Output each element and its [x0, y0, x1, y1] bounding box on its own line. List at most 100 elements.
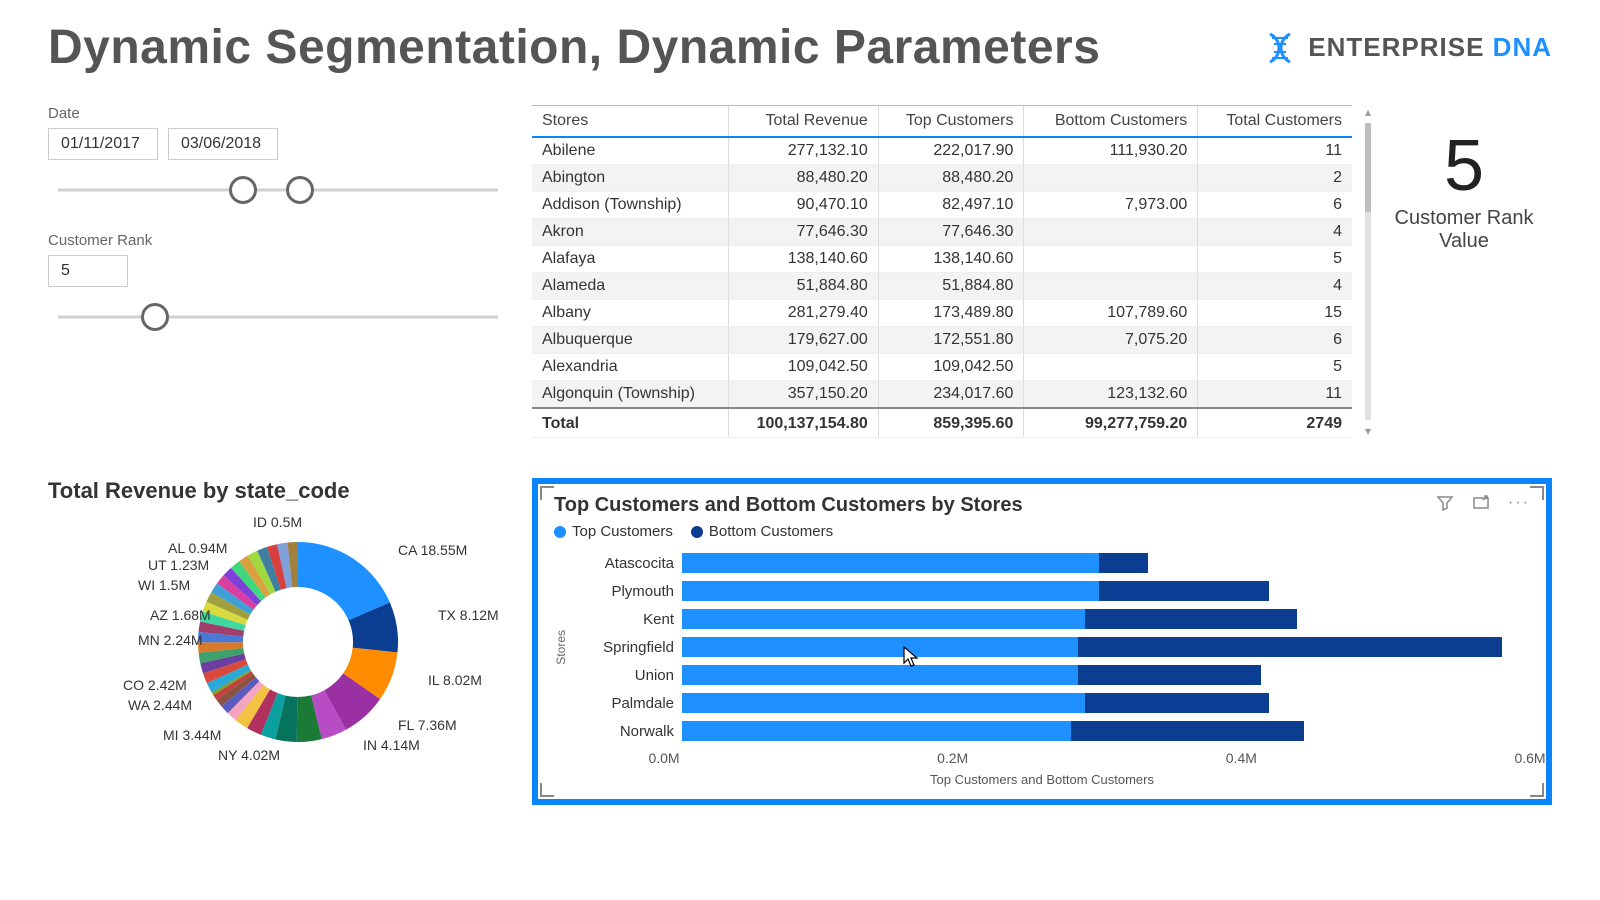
donut-label: CO 2.42M	[123, 677, 187, 693]
table-cell: 5	[1198, 246, 1352, 273]
date-slicer-label: Date	[48, 105, 508, 122]
bar-segment-bottom[interactable]	[1071, 721, 1304, 741]
bar-segment-top[interactable]	[682, 553, 1099, 573]
bar-category-label: Palmdale	[572, 695, 682, 712]
bar-row[interactable]: Plymouth	[572, 578, 1530, 604]
donut-label: IL 8.02M	[428, 672, 482, 688]
table-cell: 11	[1198, 137, 1352, 165]
date-slider-handle-end[interactable]	[286, 176, 314, 204]
rank-slicer-label: Customer Rank	[48, 232, 508, 249]
bar-row[interactable]: Springfield	[572, 634, 1530, 660]
date-slider-track[interactable]	[58, 178, 498, 202]
bar-segment-top[interactable]	[682, 665, 1078, 685]
table-total-cell: Total	[532, 408, 729, 438]
bar-segment-top[interactable]	[682, 637, 1078, 657]
table-row[interactable]: Addison (Township)90,470.1082,497.107,97…	[532, 192, 1352, 219]
donut-label: ID 0.5M	[253, 514, 302, 530]
table-cell: Algonquin (Township)	[532, 381, 729, 409]
x-axis-tick: 0.2M	[937, 750, 968, 766]
bar-segment-bottom[interactable]	[1078, 637, 1502, 657]
table-row[interactable]: Algonquin (Township)357,150.20234,017.60…	[532, 381, 1352, 409]
table-total-cell: 2749	[1198, 408, 1352, 438]
date-from-input[interactable]: 01/11/2017	[48, 128, 158, 160]
table-cell: 5	[1198, 354, 1352, 381]
bar-segment-top[interactable]	[682, 721, 1071, 741]
scroll-up-icon[interactable]: ▴	[1365, 105, 1371, 119]
table-cell: 51,884.80	[878, 273, 1024, 300]
table-cell	[1024, 165, 1198, 192]
donut-label: WI 1.5M	[138, 577, 190, 593]
legend-item[interactable]: Bottom Customers	[691, 523, 833, 540]
table-row[interactable]: Abilene277,132.10222,017.90111,930.2011	[532, 137, 1352, 165]
bar-category-label: Union	[572, 667, 682, 684]
table-cell: 138,140.60	[729, 246, 879, 273]
bar-chart[interactable]: Top Customers and Bottom Customers by St…	[532, 478, 1552, 805]
bar-segment-bottom[interactable]	[1099, 553, 1148, 573]
bar-segment-top[interactable]	[682, 609, 1085, 629]
table-header[interactable]: Stores	[532, 106, 729, 138]
table-header[interactable]: Bottom Customers	[1024, 106, 1198, 138]
donut-label: MN 2.24M	[138, 632, 203, 648]
table-cell: 281,279.40	[729, 300, 879, 327]
focus-mode-icon[interactable]	[1472, 494, 1490, 517]
donut-label: NY 4.02M	[218, 747, 280, 763]
bar-chart-title: Top Customers and Bottom Customers by St…	[554, 494, 1023, 517]
table-row[interactable]: Abington88,480.2088,480.202	[532, 165, 1352, 192]
bar-row[interactable]: Kent	[572, 606, 1530, 632]
filter-icon[interactable]	[1436, 494, 1454, 517]
table-cell: 173,489.80	[878, 300, 1024, 327]
table-cell: 88,480.20	[878, 165, 1024, 192]
x-axis-tick: 0.6M	[1514, 750, 1545, 766]
table-total-cell: 100,137,154.80	[729, 408, 879, 438]
card-value: 5	[1376, 125, 1552, 207]
table-row[interactable]: Alafaya138,140.60138,140.605	[532, 246, 1352, 273]
table-cell: 7,973.00	[1024, 192, 1198, 219]
donut-label: TX 8.12M	[438, 607, 499, 623]
scroll-down-icon[interactable]: ▾	[1365, 424, 1371, 438]
bar-segment-bottom[interactable]	[1085, 609, 1297, 629]
rank-slicer[interactable]: Customer Rank 5	[48, 232, 508, 329]
table-row[interactable]: Albuquerque179,627.00172,551.807,075.206	[532, 327, 1352, 354]
stores-table[interactable]: StoresTotal RevenueTop CustomersBottom C…	[532, 105, 1352, 438]
bar-segment-top[interactable]	[682, 581, 1099, 601]
table-row[interactable]: Alexandria109,042.50109,042.505	[532, 354, 1352, 381]
table-row[interactable]: Alameda51,884.8051,884.804	[532, 273, 1352, 300]
table-cell: Alexandria	[532, 354, 729, 381]
table-cell: 109,042.50	[729, 354, 879, 381]
page-title: Dynamic Segmentation, Dynamic Parameters	[48, 20, 1100, 75]
date-slider-handle-start[interactable]	[229, 176, 257, 204]
table-row[interactable]: Albany281,279.40173,489.80107,789.6015	[532, 300, 1352, 327]
bar-row[interactable]: Union	[572, 662, 1530, 688]
table-cell: 123,132.60	[1024, 381, 1198, 409]
table-header[interactable]: Total Revenue	[729, 106, 879, 138]
bar-y-axis-label: Stores	[554, 630, 568, 665]
donut-title: Total Revenue by state_code	[48, 478, 508, 504]
more-options-icon[interactable]: ···	[1508, 494, 1530, 517]
table-row[interactable]: Akron77,646.3077,646.304	[532, 219, 1352, 246]
table-cell: 357,150.20	[729, 381, 879, 409]
rank-slider-track[interactable]	[58, 305, 498, 329]
x-axis-tick: 0.4M	[1226, 750, 1257, 766]
bar-segment-bottom[interactable]	[1078, 665, 1262, 685]
bar-row[interactable]: Norwalk	[572, 718, 1530, 744]
rank-input[interactable]: 5	[48, 255, 128, 287]
bar-segment-bottom[interactable]	[1099, 581, 1269, 601]
bar-segment-bottom[interactable]	[1085, 693, 1269, 713]
date-slicer[interactable]: Date 01/11/2017 03/06/2018	[48, 105, 508, 202]
date-to-input[interactable]: 03/06/2018	[168, 128, 278, 160]
rank-slider-handle[interactable]	[141, 303, 169, 331]
table-header[interactable]: Total Customers	[1198, 106, 1352, 138]
table-scrollbar[interactable]: ▴ ▾	[1360, 105, 1376, 438]
donut-chart[interactable]: Total Revenue by state_code CA 18.55MTX …	[48, 478, 508, 792]
table-cell: 4	[1198, 219, 1352, 246]
table-cell: Alafaya	[532, 246, 729, 273]
bar-row[interactable]: Atascocita	[572, 550, 1530, 576]
legend-item[interactable]: Top Customers	[554, 523, 673, 540]
x-axis-tick: 0.0M	[648, 750, 679, 766]
donut-label: IN 4.14M	[363, 737, 420, 753]
table-cell: 88,480.20	[729, 165, 879, 192]
bar-segment-top[interactable]	[682, 693, 1085, 713]
table-header[interactable]: Top Customers	[878, 106, 1024, 138]
bar-row[interactable]: Palmdale	[572, 690, 1530, 716]
table-cell: 107,789.60	[1024, 300, 1198, 327]
